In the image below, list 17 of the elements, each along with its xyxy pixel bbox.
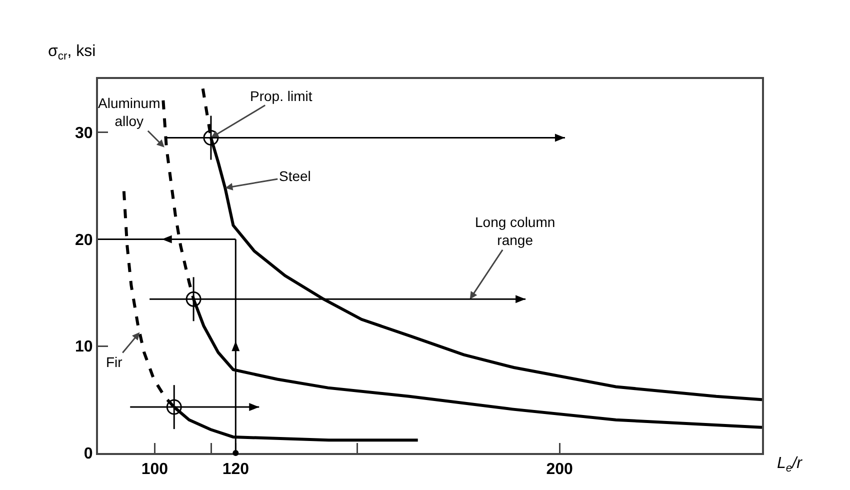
y-axis-title: σ$_{cr}$, ksi <box>48 43 96 62</box>
point <box>186 291 202 307</box>
annotation: Aluminum alloy <box>98 95 160 130</box>
x-tick-label: 200 <box>546 461 574 478</box>
x-axis-title: L$_{e}$/r <box>777 455 803 474</box>
y-tick-label: 20 <box>75 232 93 249</box>
annotation: Prop. limit <box>250 88 312 104</box>
y-tick-label: 10 <box>75 338 93 356</box>
y-tick-label: 30 <box>75 125 93 142</box>
annotation: Fir <box>106 354 123 370</box>
point <box>203 130 219 146</box>
y-tick-label: 0 <box>84 446 93 463</box>
x-tick-label: 120 <box>222 461 250 478</box>
x-tick-label: 100 <box>141 461 168 478</box>
annotation: Long column range <box>475 214 556 248</box>
annotation: Steel <box>279 168 311 184</box>
point <box>166 399 182 415</box>
